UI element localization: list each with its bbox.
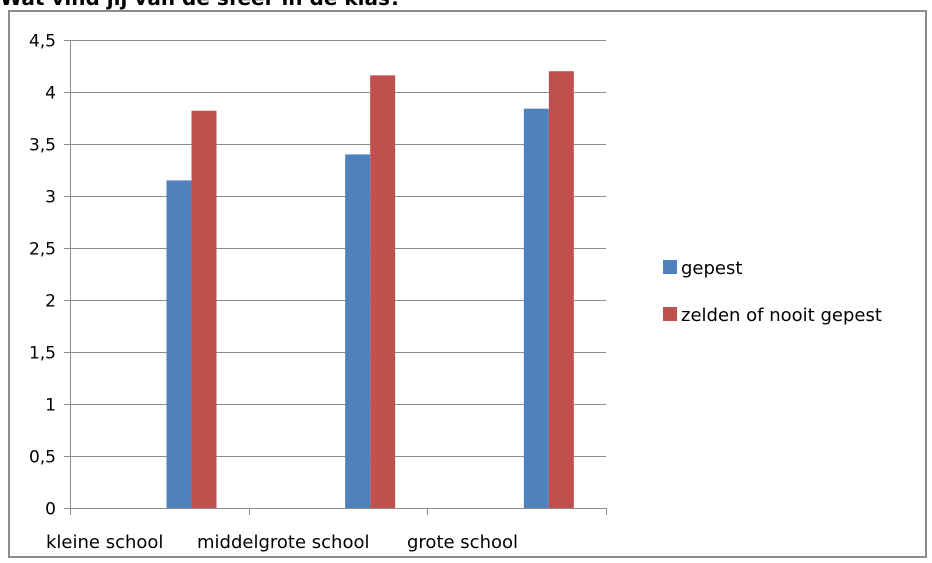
y-tick-label: 3,5 bbox=[29, 136, 56, 156]
bar-gepest bbox=[166, 180, 192, 508]
gridlines bbox=[70, 40, 606, 457]
y-tick-label: 4,5 bbox=[29, 32, 56, 52]
y-tick-label: 1,5 bbox=[29, 344, 56, 364]
bar-gepest bbox=[345, 154, 371, 508]
bar-zelden-of-nooit-gepest bbox=[191, 110, 217, 508]
bar-zelden-of-nooit-gepest bbox=[370, 75, 396, 509]
bar-gepest bbox=[523, 108, 549, 508]
legend: gepest zelden of nooit gepest bbox=[663, 258, 882, 326]
bar-zelden-of-nooit-gepest bbox=[548, 71, 574, 508]
y-tick-label: 1 bbox=[45, 396, 56, 416]
x-tick-label: middelgrote school bbox=[197, 532, 369, 553]
y-tick-label: 2 bbox=[45, 292, 56, 312]
axes bbox=[70, 40, 606, 509]
legend-label: gepest bbox=[681, 258, 742, 279]
x-tick-label: grote school bbox=[407, 532, 518, 553]
x-axis-ticks: kleine school middelgrote school grote sch… bbox=[46, 508, 607, 553]
y-tick-label: 0,5 bbox=[29, 448, 56, 468]
y-tick-label: 3 bbox=[45, 188, 56, 208]
legend-swatch bbox=[663, 260, 677, 274]
x-tick-label: kleine school bbox=[46, 532, 163, 553]
legend-swatch bbox=[663, 307, 677, 321]
chart-frame bbox=[8, 10, 927, 558]
legend-label: zelden of nooit gepest bbox=[681, 305, 882, 326]
bars bbox=[166, 71, 574, 509]
chart-title: Wat vind jij van de sfeer in de klas? bbox=[0, 0, 402, 10]
y-tick-label: 2,5 bbox=[29, 240, 56, 260]
y-tick-label: 0 bbox=[45, 500, 56, 520]
y-axis-ticks: 0 0,5 1 1,5 2 2,5 3 3,5 4 4,5 bbox=[29, 32, 70, 520]
y-tick-label: 4 bbox=[45, 84, 56, 104]
